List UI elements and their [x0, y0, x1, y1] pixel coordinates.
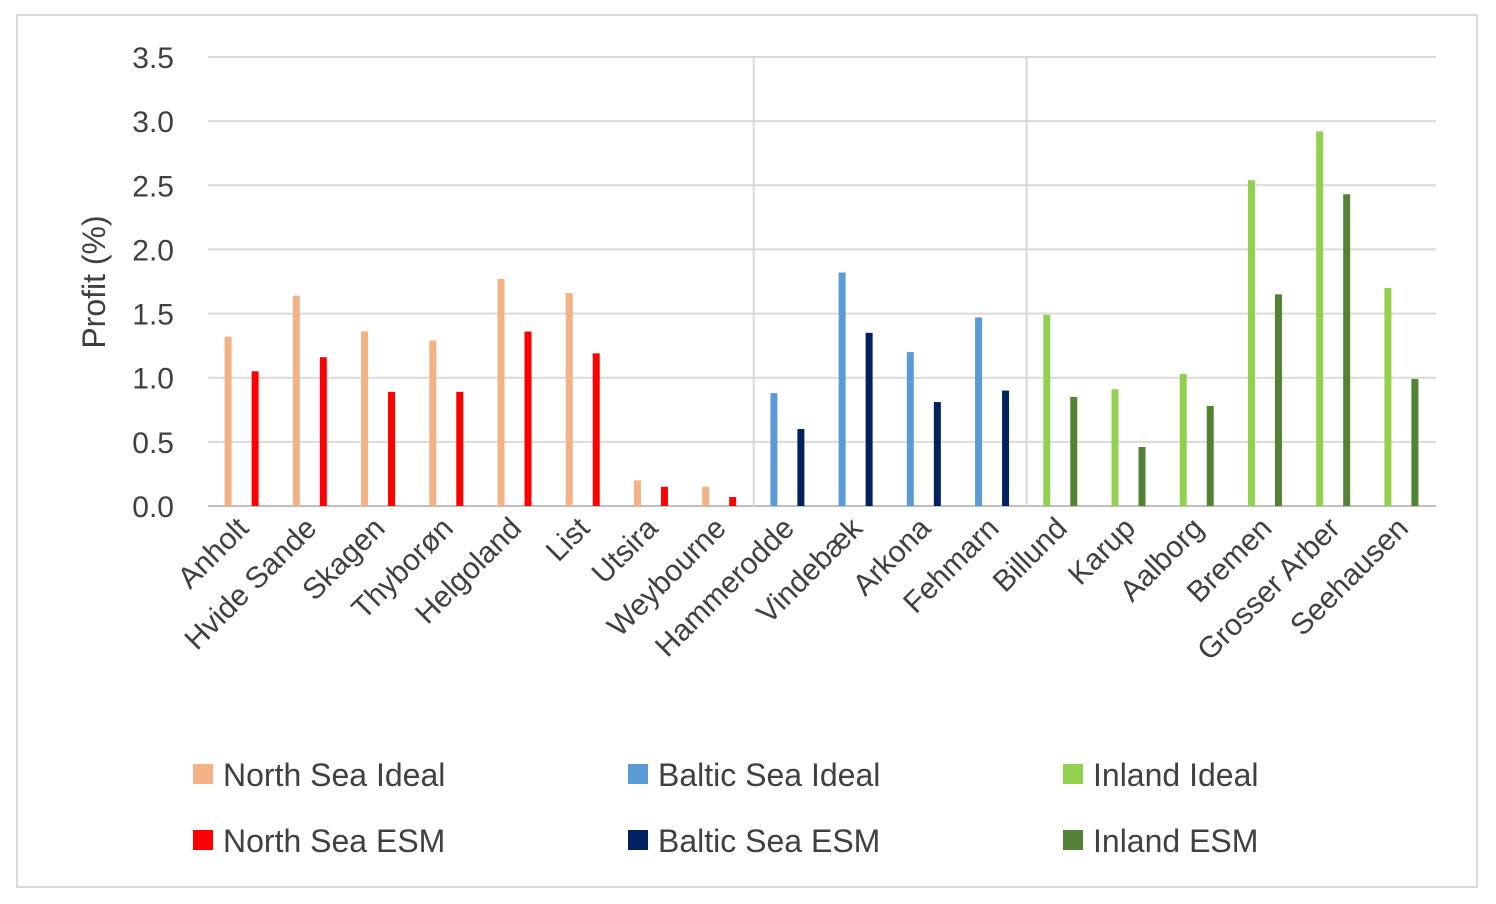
bar-inland-ideal: [1043, 314, 1051, 506]
bar-north-sea-ideal: [224, 336, 232, 506]
legend-swatch: [1063, 764, 1083, 784]
bar-north-sea-esm: [388, 391, 396, 506]
y-tick-label: 2.5: [132, 170, 174, 203]
y-tick-label: 1.5: [132, 299, 174, 332]
y-axis-title: Profit (%): [76, 215, 112, 348]
legend-label: North Sea Ideal: [223, 757, 445, 793]
y-tick-labels: 0.0 0.5 1.0 1.5 2.0 2.5 3.0 3.5: [132, 42, 174, 524]
chart-frame: [16, 14, 1478, 888]
y-tick-label: 0.0: [132, 491, 174, 524]
bar-baltic-sea-esm: [865, 332, 873, 506]
legend-swatch: [193, 764, 213, 784]
bar-baltic-sea-ideal: [975, 317, 983, 506]
bar-baltic-sea-ideal: [906, 352, 914, 506]
legend-swatch: [1063, 830, 1083, 850]
y-tick-label: 0.5: [132, 427, 174, 460]
bar-inland-esm: [1206, 405, 1214, 506]
bar-north-sea-ideal: [633, 480, 641, 506]
bar-inland-ideal: [1111, 389, 1119, 506]
bar-baltic-sea-ideal: [770, 393, 778, 506]
bar-inland-esm: [1343, 194, 1351, 506]
legend-swatch: [628, 764, 648, 784]
legend-label: Baltic Sea Ideal: [658, 757, 880, 793]
bar-inland-ideal: [1316, 131, 1324, 507]
bar-baltic-sea-esm: [797, 429, 805, 506]
y-tick-label: 2.0: [132, 234, 174, 267]
bar-north-sea-ideal: [497, 278, 505, 506]
legend-swatch: [628, 830, 648, 850]
bar-north-sea-esm: [660, 486, 668, 506]
bar-baltic-sea-esm: [933, 402, 941, 506]
legend-label: Inland Ideal: [1093, 757, 1258, 793]
bar-baltic-sea-esm: [1002, 390, 1010, 506]
legend-label: Baltic Sea ESM: [658, 823, 880, 859]
bar-north-sea-ideal: [702, 486, 710, 506]
bar-north-sea-ideal: [565, 293, 573, 506]
bars: [224, 131, 1419, 507]
bar-inland-ideal: [1247, 180, 1255, 506]
bar-north-sea-esm: [319, 357, 327, 506]
bar-north-sea-esm: [524, 331, 532, 506]
bar-north-sea-esm: [592, 353, 600, 506]
bar-baltic-sea-ideal: [838, 272, 846, 506]
y-tick-label: 3.5: [132, 42, 174, 75]
gridlines: [208, 56, 1436, 507]
legend-label: North Sea ESM: [223, 823, 445, 859]
bar-north-sea-ideal: [292, 295, 300, 506]
bar-north-sea-esm: [251, 371, 259, 506]
y-tick-label: 1.0: [132, 363, 174, 396]
bar-north-sea-esm: [729, 497, 737, 506]
bar-inland-esm: [1411, 378, 1419, 506]
legend: North Sea Ideal Baltic Sea Ideal Inland Id…: [193, 757, 1258, 859]
bar-north-sea-ideal: [429, 340, 437, 506]
bar-inland-esm: [1138, 446, 1146, 506]
legend-swatch: [193, 830, 213, 850]
legend-label: Inland ESM: [1093, 823, 1258, 859]
bar-north-sea-esm: [456, 391, 464, 506]
bar-inland-ideal: [1179, 373, 1187, 506]
bar-inland-esm: [1274, 294, 1282, 506]
bar-inland-ideal: [1384, 287, 1392, 506]
y-tick-label: 3.0: [132, 106, 174, 139]
bar-inland-esm: [1070, 396, 1078, 506]
x-category-label: Billund: [987, 512, 1074, 599]
x-category-label: List: [540, 511, 597, 568]
bar-north-sea-ideal: [361, 331, 369, 506]
